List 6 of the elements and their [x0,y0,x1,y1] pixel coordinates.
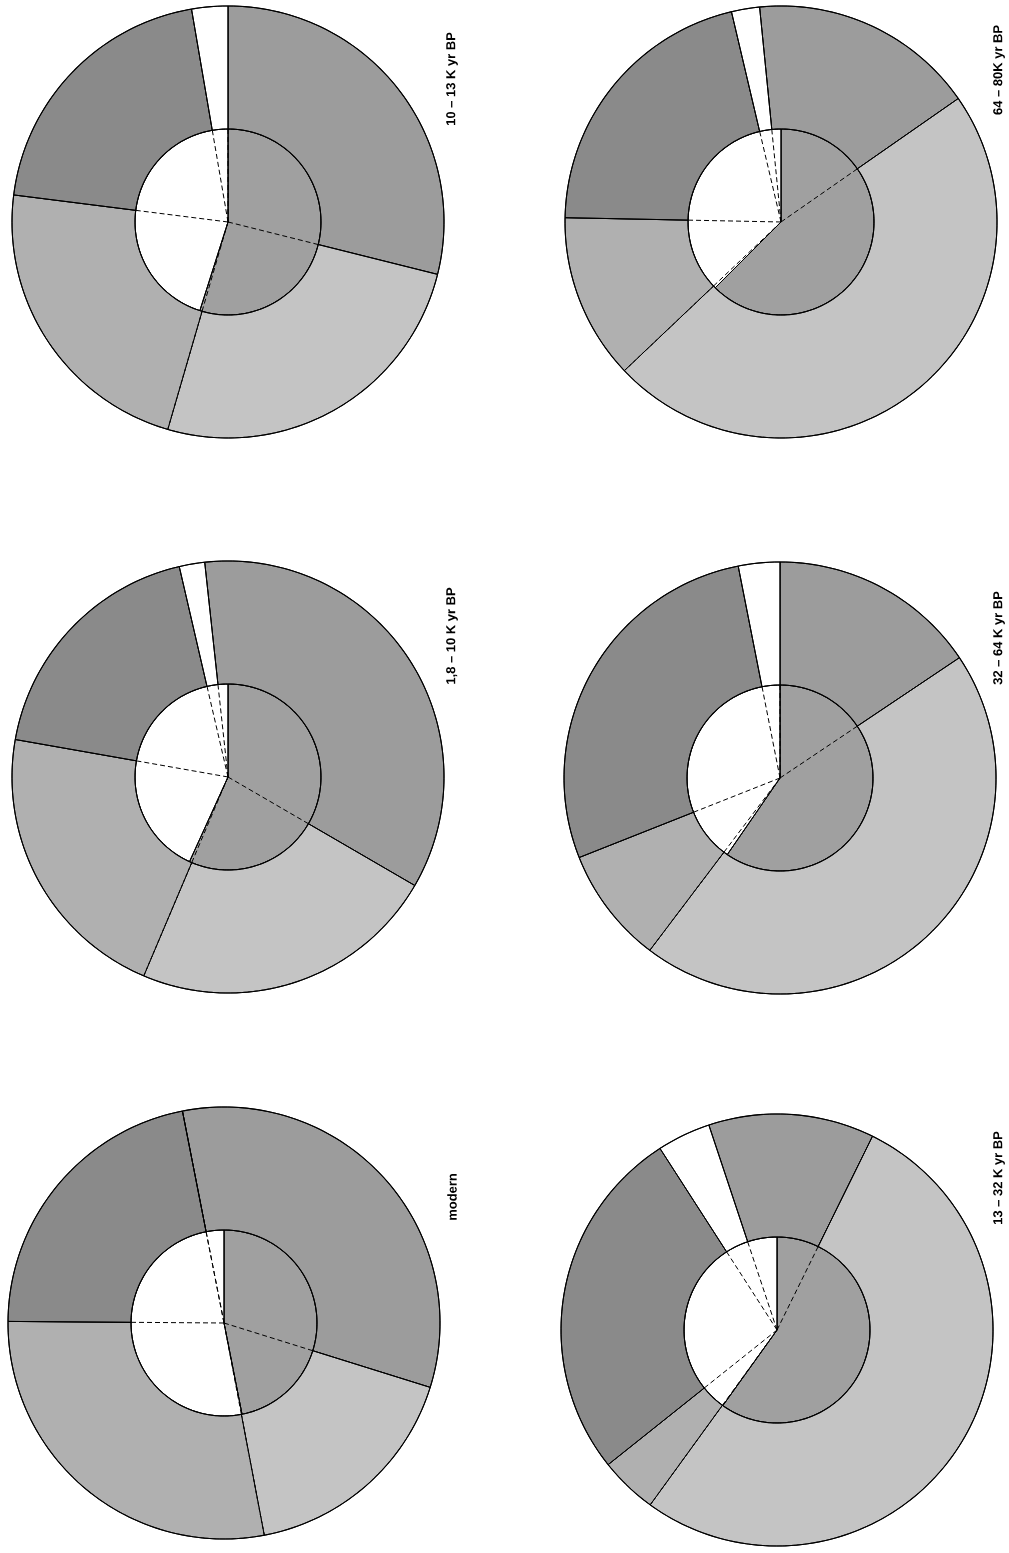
text: 13 – 32 K yr BP [993,1131,1005,1224]
text: 1,8 – 10 K yr BP [446,587,458,684]
text: 32 – 64 K yr BP [993,591,1005,685]
text: modern [447,1174,457,1220]
text: 10 – 13 K yr BP [446,32,458,125]
text: 64 – 80K yr BP [993,25,1005,115]
